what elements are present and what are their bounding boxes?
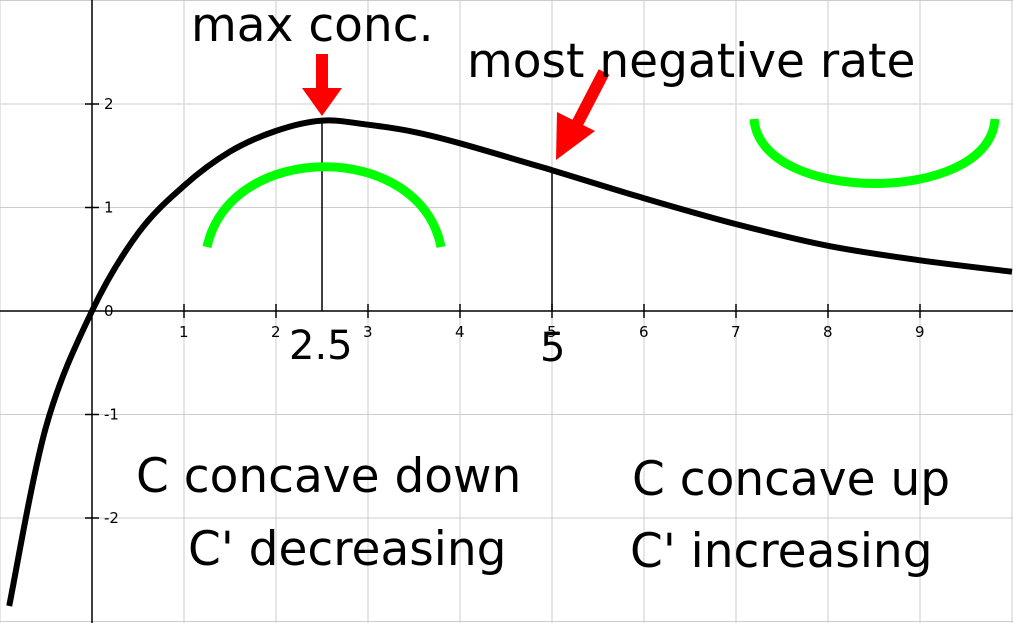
concave-down-text: C concave down (136, 449, 521, 504)
inflection-x-label: 5 (540, 325, 565, 371)
derivative-increasing-text: C' increasing (630, 524, 933, 579)
ticks: 1 2 3 4 5 6 7 8 9 2 1 0 -1 -2 (85, 95, 925, 527)
x-tick-label: 6 (639, 323, 649, 341)
concave-up-arc (749, 118, 1000, 188)
y-tick-label: -2 (104, 509, 119, 527)
x-tick-label: 3 (363, 323, 373, 341)
max-arrow (302, 54, 342, 116)
x-tick-label: 7 (731, 323, 741, 341)
y-tick-label: 0 (104, 302, 114, 320)
rate-arrow (556, 69, 610, 160)
x-tick-label: 4 (455, 323, 465, 341)
x-tick-label: 5 (547, 323, 557, 341)
y-tick-label: 1 (104, 199, 114, 217)
x-tick-label: 1 (179, 323, 189, 341)
series-line (6, 117, 1013, 607)
markers (321, 120, 553, 311)
max-label: max conc. (191, 0, 434, 53)
concave-up-text: C concave up (632, 452, 950, 507)
arrows (302, 54, 610, 160)
concavity-marks (202, 118, 1000, 248)
y-tick-label: -1 (104, 406, 119, 424)
rate-label: most negative rate (467, 34, 915, 89)
x-tick-label: 9 (915, 323, 925, 341)
y-tick-label: 2 (104, 95, 114, 113)
max-x-label: 2.5 (289, 323, 353, 369)
x-tick-label: 8 (823, 323, 833, 341)
x-tick-label: 2 (271, 323, 281, 341)
concave-down-arc (202, 162, 446, 248)
derivative-decreasing-text: C' decreasing (188, 522, 506, 577)
